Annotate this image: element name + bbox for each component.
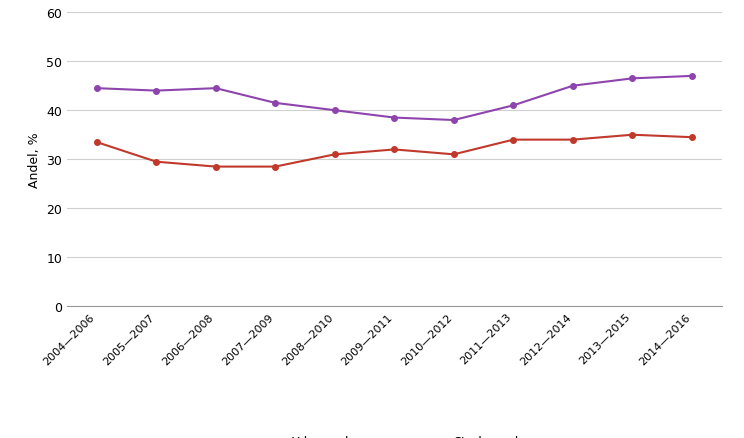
Studerande xyxy=(271,101,280,106)
Yrkesverksamma xyxy=(271,165,280,170)
Yrkesverksamma xyxy=(390,148,399,153)
Yrkesverksamma xyxy=(509,138,518,143)
Studerande xyxy=(449,118,458,124)
Line: Studerande: Studerande xyxy=(94,74,695,124)
Yrkesverksamma xyxy=(449,152,458,158)
Yrkesverksamma xyxy=(330,152,339,158)
Studerande xyxy=(390,116,399,121)
Studerande xyxy=(211,86,220,92)
Yrkesverksamma xyxy=(211,165,220,170)
Yrkesverksamma xyxy=(568,138,577,143)
Studerande xyxy=(330,108,339,113)
Y-axis label: Andel, %: Andel, % xyxy=(28,132,40,187)
Yrkesverksamma xyxy=(152,160,161,165)
Studerande xyxy=(509,103,518,109)
Legend: Yrkesverksamma, Studerande: Yrkesverksamma, Studerande xyxy=(258,430,530,438)
Studerande xyxy=(628,77,637,82)
Yrkesverksamma xyxy=(628,133,637,138)
Yrkesverksamma xyxy=(92,140,101,145)
Studerande xyxy=(687,74,696,79)
Studerande xyxy=(152,89,161,94)
Line: Yrkesverksamma: Yrkesverksamma xyxy=(94,133,695,170)
Yrkesverksamma xyxy=(687,135,696,141)
Studerande xyxy=(92,86,101,92)
Studerande xyxy=(568,84,577,89)
